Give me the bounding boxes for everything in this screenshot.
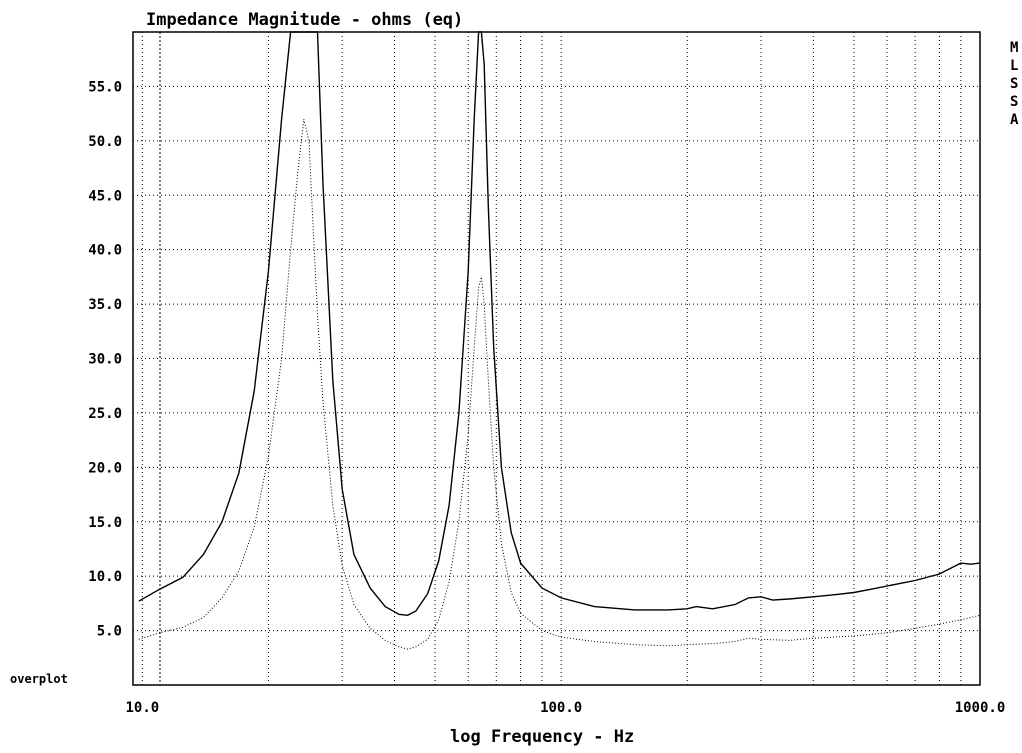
x-tick-label: 1000.0 bbox=[955, 700, 1006, 716]
chart-title: Impedance Magnitude - ohms (eq) bbox=[146, 10, 463, 30]
side-legend-entry: A bbox=[1010, 112, 1019, 128]
side-legend-entry: L bbox=[1010, 58, 1018, 74]
y-tick-label: 20.0 bbox=[88, 460, 122, 476]
y-tick-label: 40.0 bbox=[88, 243, 122, 259]
side-legend-entry: S bbox=[1010, 94, 1018, 110]
y-tick-label: 45.0 bbox=[88, 188, 122, 204]
grid bbox=[133, 32, 980, 685]
y-tick-label: 25.0 bbox=[88, 406, 122, 422]
plot-frame bbox=[132, 31, 981, 686]
x-tick-label: 10.0 bbox=[125, 700, 159, 716]
y-tick-labels: 5.0 10.0 15.0 20.0 25.0 30.0 35.0 40.0 45.0 50.0 5… bbox=[88, 79, 122, 639]
series-line-solid bbox=[138, 31, 981, 617]
y-tick-label: 10.0 bbox=[88, 569, 122, 585]
y-tick-label: 30.0 bbox=[88, 352, 122, 368]
y-tick-label: 35.0 bbox=[88, 297, 122, 313]
y-tick-label: 15.0 bbox=[88, 515, 122, 531]
series-lines bbox=[138, 31, 981, 650]
x-tick-labels: 10.0 100.0 1000.0 bbox=[125, 700, 1005, 716]
side-legend-entry: S bbox=[1010, 76, 1018, 92]
y-tick-label: 50.0 bbox=[88, 134, 122, 150]
y-tick-label: 55.0 bbox=[88, 79, 122, 95]
side-legend-entry: M bbox=[1010, 40, 1018, 56]
x-axis-label: log Frequency - Hz bbox=[450, 727, 634, 747]
x-tick-label: 100.0 bbox=[540, 700, 582, 716]
y-tick-label: 5.0 bbox=[97, 624, 122, 640]
overplot-label: overplot bbox=[10, 672, 68, 686]
